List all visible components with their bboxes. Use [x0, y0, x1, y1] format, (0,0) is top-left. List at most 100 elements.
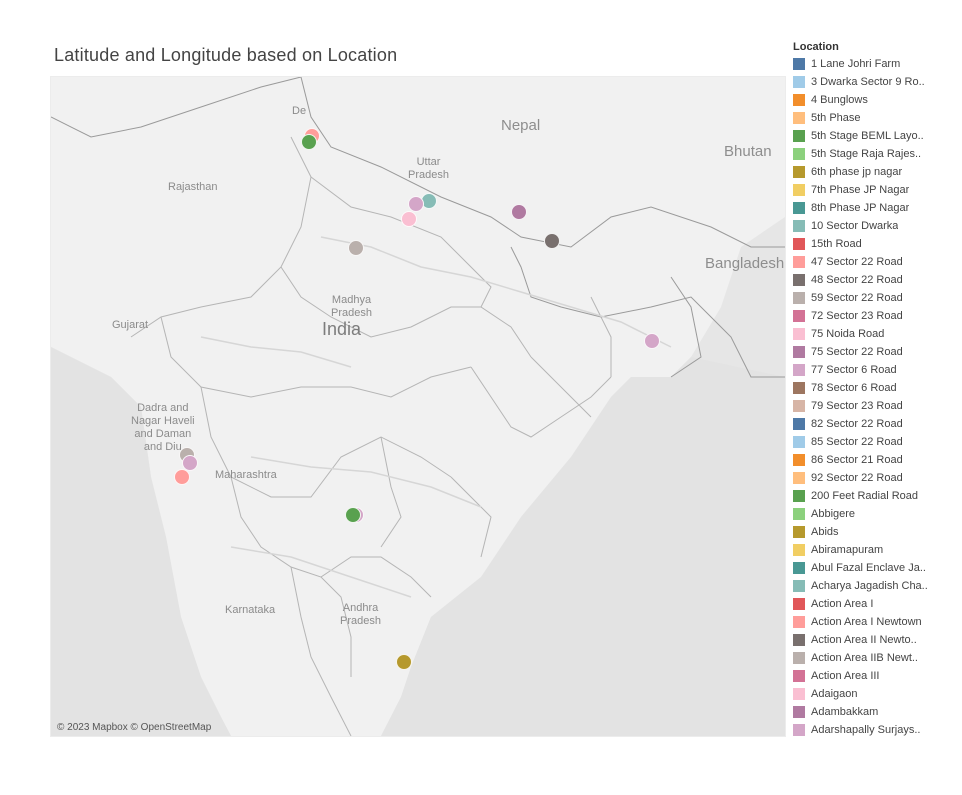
- legend-swatch: [793, 490, 805, 502]
- legend-swatch: [793, 292, 805, 304]
- location-point[interactable]: [544, 232, 561, 249]
- legend-label: Abbigere: [811, 508, 856, 520]
- legend-swatch: [793, 166, 805, 178]
- legend-label: 48 Sector 22 Road: [811, 274, 903, 286]
- legend-item[interactable]: Acharya Jagadish Cha..: [793, 577, 958, 595]
- location-point[interactable]: [174, 468, 191, 485]
- location-point[interactable]: [348, 239, 365, 256]
- label-madhya-pradesh: Madhya Pradesh: [331, 294, 372, 319]
- legend-item[interactable]: 77 Sector 6 Road: [793, 361, 958, 379]
- legend-swatch: [793, 634, 805, 646]
- legend-item[interactable]: 59 Sector 22 Road: [793, 289, 958, 307]
- legend-label: 200 Feet Radial Road: [811, 490, 919, 502]
- location-point[interactable]: [644, 333, 661, 350]
- legend-item[interactable]: 78 Sector 6 Road: [793, 379, 958, 397]
- legend-item[interactable]: Adambakkam: [793, 703, 958, 721]
- legend-item[interactable]: 48 Sector 22 Road: [793, 271, 958, 289]
- legend-item[interactable]: 8th Phase JP Nagar: [793, 199, 958, 217]
- legend-item[interactable]: 79 Sector 23 Road: [793, 397, 958, 415]
- legend-swatch: [793, 400, 805, 412]
- legend-item[interactable]: Action Area II Newto..: [793, 631, 958, 649]
- location-point[interactable]: [301, 134, 318, 151]
- legend-label: 4 Bunglows: [811, 94, 868, 106]
- legend-swatch: [793, 652, 805, 664]
- legend: Location 1 Lane Johri Farm 3 Dwarka Secto…: [793, 41, 958, 739]
- legend-label: Action Area I Newtown: [811, 616, 922, 628]
- legend-item[interactable]: 6th phase jp nagar: [793, 163, 958, 181]
- legend-label: 86 Sector 21 Road: [811, 454, 903, 466]
- legend-item[interactable]: 75 Sector 22 Road: [793, 343, 958, 361]
- legend-label: 47 Sector 22 Road: [811, 256, 903, 268]
- legend-item[interactable]: Abiramapuram: [793, 541, 958, 559]
- location-point[interactable]: [400, 211, 417, 228]
- location-point[interactable]: [396, 654, 413, 671]
- legend-swatch: [793, 328, 805, 340]
- legend-label: 75 Sector 22 Road: [811, 346, 903, 358]
- legend-label: 59 Sector 22 Road: [811, 292, 903, 304]
- legend-item[interactable]: 5th Stage Raja Rajes..: [793, 145, 958, 163]
- legend-swatch: [793, 130, 805, 142]
- legend-item[interactable]: 15th Road: [793, 235, 958, 253]
- legend-item[interactable]: 82 Sector 22 Road: [793, 415, 958, 433]
- label-rajasthan: Rajasthan: [168, 181, 218, 193]
- legend-item[interactable]: Action Area III: [793, 667, 958, 685]
- legend-item[interactable]: 1 Lane Johri Farm: [793, 55, 958, 73]
- label-gujarat: Gujarat: [112, 319, 149, 331]
- legend-item[interactable]: Adarshapally Surjays..: [793, 721, 958, 739]
- legend-swatch: [793, 94, 805, 106]
- location-point[interactable]: [345, 507, 362, 524]
- legend-item[interactable]: 3 Dwarka Sector 9 Ro..: [793, 73, 958, 91]
- legend-swatch: [793, 598, 805, 610]
- legend-label: 75 Noida Road: [811, 328, 885, 340]
- legend-label: Abiramapuram: [811, 544, 884, 556]
- legend-item[interactable]: 85 Sector 22 Road: [793, 433, 958, 451]
- legend-item[interactable]: Abids: [793, 523, 958, 541]
- legend-item[interactable]: 4 Bunglows: [793, 91, 958, 109]
- legend-label: Adaigaon: [811, 688, 858, 700]
- land-area: [51, 77, 785, 736]
- legend-label: Action Area IIB Newt..: [811, 652, 918, 664]
- label-bangladesh: Bangladesh: [705, 255, 785, 272]
- legend-label: 82 Sector 22 Road: [811, 418, 903, 430]
- legend-label: 1 Lane Johri Farm: [811, 58, 901, 70]
- legend-swatch: [793, 148, 805, 160]
- location-point[interactable]: [511, 204, 528, 221]
- legend-item[interactable]: 10 Sector Dwarka: [793, 217, 958, 235]
- label-karnataka: Karnataka: [225, 604, 276, 616]
- legend-item[interactable]: 47 Sector 22 Road: [793, 253, 958, 271]
- map-attribution[interactable]: © 2023 Mapbox © OpenStreetMap: [57, 722, 212, 733]
- legend-item[interactable]: 5th Stage BEML Layo..: [793, 127, 958, 145]
- legend-swatch: [793, 220, 805, 232]
- label-uttar-pradesh: Uttar Pradesh: [408, 156, 449, 181]
- legend-item[interactable]: Adaigaon: [793, 685, 958, 703]
- legend-label: 79 Sector 23 Road: [811, 400, 903, 412]
- legend-item[interactable]: 5th Phase: [793, 109, 958, 127]
- legend-swatch: [793, 688, 805, 700]
- legend-label: 7th Phase JP Nagar: [811, 184, 910, 196]
- legend-item[interactable]: 75 Noida Road: [793, 325, 958, 343]
- location-point[interactable]: [181, 455, 198, 472]
- legend-item[interactable]: 7th Phase JP Nagar: [793, 181, 958, 199]
- legend-swatch: [793, 76, 805, 88]
- legend-swatch: [793, 256, 805, 268]
- legend-label: Action Area III: [811, 670, 880, 682]
- legend-swatch: [793, 706, 805, 718]
- legend-item[interactable]: 200 Feet Radial Road: [793, 487, 958, 505]
- label-bhutan: Bhutan: [724, 143, 772, 160]
- legend-item[interactable]: Abbigere: [793, 505, 958, 523]
- legend-item[interactable]: Action Area I: [793, 595, 958, 613]
- legend-item[interactable]: Action Area IIB Newt..: [793, 649, 958, 667]
- legend-item[interactable]: 86 Sector 21 Road: [793, 451, 958, 469]
- legend-item[interactable]: Action Area I Newtown: [793, 613, 958, 631]
- map[interactable]: Nepal Bhutan Bangladesh Uttar Pradesh Ra…: [50, 76, 786, 737]
- location-point[interactable]: [408, 196, 425, 213]
- legend-item[interactable]: Abul Fazal Enclave Ja..: [793, 559, 958, 577]
- legend-label: Action Area I: [811, 598, 874, 610]
- legend-item[interactable]: 72 Sector 23 Road: [793, 307, 958, 325]
- legend-label: 8th Phase JP Nagar: [811, 202, 910, 214]
- legend-swatch: [793, 382, 805, 394]
- legend-title: Location: [793, 41, 839, 53]
- label-nepal: Nepal: [501, 117, 541, 134]
- legend-label: Acharya Jagadish Cha..: [811, 580, 928, 592]
- legend-item[interactable]: 92 Sector 22 Road: [793, 469, 958, 487]
